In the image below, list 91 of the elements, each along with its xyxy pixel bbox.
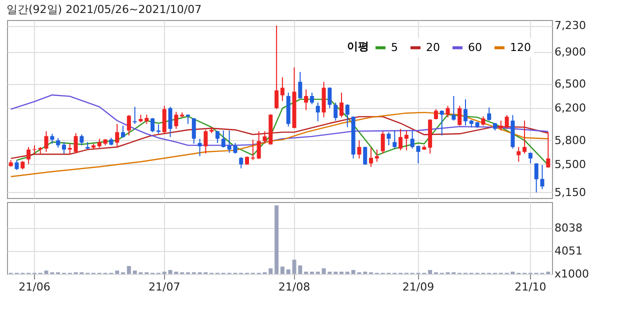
bar bbox=[428, 270, 432, 274]
candlestick bbox=[44, 130, 48, 152]
candlestick bbox=[150, 117, 155, 133]
candlestick bbox=[504, 114, 509, 130]
candlestick bbox=[398, 128, 403, 151]
legend-label: 5 bbox=[391, 40, 398, 54]
x-tick-label: 21/06 bbox=[18, 280, 50, 294]
candlestick bbox=[446, 105, 450, 118]
candlestick bbox=[498, 120, 503, 131]
candlestick bbox=[458, 105, 462, 126]
y-tick-label: 8038 bbox=[554, 222, 582, 235]
candlestick bbox=[357, 140, 362, 159]
bar bbox=[286, 269, 290, 274]
candlestick bbox=[374, 149, 379, 162]
candlestick bbox=[522, 120, 527, 154]
candlestick bbox=[132, 106, 137, 124]
candlestick bbox=[304, 88, 308, 111]
candlestick bbox=[62, 142, 66, 154]
candlestick bbox=[168, 106, 172, 138]
y-tick-label: 5,800 bbox=[554, 134, 586, 147]
candlestick bbox=[74, 132, 78, 154]
y-tick-label: x1000 bbox=[554, 268, 590, 280]
y-tick-label: 4051 bbox=[554, 244, 582, 258]
candlestick bbox=[204, 129, 208, 154]
candlestick bbox=[340, 92, 344, 118]
candlestick bbox=[192, 117, 196, 144]
candlestick bbox=[481, 116, 486, 126]
bar bbox=[280, 266, 284, 274]
candlestick bbox=[262, 130, 267, 144]
candlestick bbox=[410, 130, 414, 150]
bar bbox=[268, 268, 273, 274]
candlestick bbox=[546, 132, 550, 168]
candlestick bbox=[540, 164, 544, 190]
candlestick bbox=[298, 71, 302, 100]
y-tick-label: 7,230 bbox=[554, 19, 586, 32]
legend-title: 이평 bbox=[347, 40, 369, 53]
candlestick bbox=[198, 138, 202, 157]
chart-title: 일간(92일) 2021/05/26~2021/10/07 bbox=[6, 3, 202, 16]
legend-label: 20 bbox=[426, 40, 440, 54]
x-tick-label: 21/08 bbox=[278, 280, 310, 294]
candlestick bbox=[380, 131, 385, 154]
candlestick bbox=[250, 139, 255, 161]
x-tick-label: 21/10 bbox=[514, 280, 546, 294]
candlestick bbox=[528, 152, 532, 164]
candlestick bbox=[534, 162, 538, 193]
candlestick bbox=[392, 130, 397, 150]
y-tick-label: 5,500 bbox=[554, 158, 586, 171]
line-series bbox=[10, 116, 549, 160]
candlestick bbox=[280, 76, 284, 102]
candlestick bbox=[386, 132, 391, 146]
candlestick bbox=[463, 98, 468, 126]
x-tick-label: 21/07 bbox=[148, 280, 180, 294]
candlestick bbox=[363, 146, 368, 166]
candlestick bbox=[126, 114, 131, 136]
candlestick bbox=[50, 133, 54, 144]
candlestick bbox=[115, 123, 120, 148]
candlestick bbox=[239, 156, 244, 169]
candlestick bbox=[328, 86, 332, 109]
candlestick bbox=[221, 130, 226, 148]
bar bbox=[126, 266, 131, 274]
candlestick bbox=[14, 160, 19, 171]
candlestick bbox=[452, 96, 456, 122]
candlestick bbox=[144, 114, 149, 124]
candlestick bbox=[487, 106, 492, 122]
y-tick-label: 6,500 bbox=[554, 78, 586, 91]
candlestick bbox=[369, 147, 374, 168]
x-tick-label: 21/09 bbox=[402, 280, 434, 294]
candlestick bbox=[68, 143, 72, 154]
bar bbox=[115, 270, 120, 274]
candlestick bbox=[316, 102, 320, 122]
candlestick bbox=[310, 92, 314, 105]
candlestick bbox=[345, 104, 350, 128]
candlestick bbox=[174, 111, 178, 130]
candlestick bbox=[334, 102, 338, 122]
candlestick bbox=[156, 124, 160, 134]
candlestick bbox=[256, 130, 261, 160]
candlestick bbox=[416, 145, 420, 164]
candlestick bbox=[434, 108, 438, 120]
candlestick bbox=[216, 130, 220, 144]
y-tick-label: 6,200 bbox=[554, 102, 586, 115]
legend-label: 60 bbox=[468, 40, 482, 54]
candlestick bbox=[274, 25, 279, 110]
candlestick bbox=[26, 146, 31, 165]
y-tick-label: 6,900 bbox=[554, 46, 586, 59]
candlestick bbox=[80, 134, 84, 146]
candlestick bbox=[121, 125, 126, 138]
candlestick bbox=[56, 138, 60, 148]
bar bbox=[274, 205, 279, 274]
y-tick-label: 5,150 bbox=[554, 186, 586, 199]
candlestick bbox=[162, 105, 166, 134]
legend-label: 120 bbox=[510, 40, 531, 54]
